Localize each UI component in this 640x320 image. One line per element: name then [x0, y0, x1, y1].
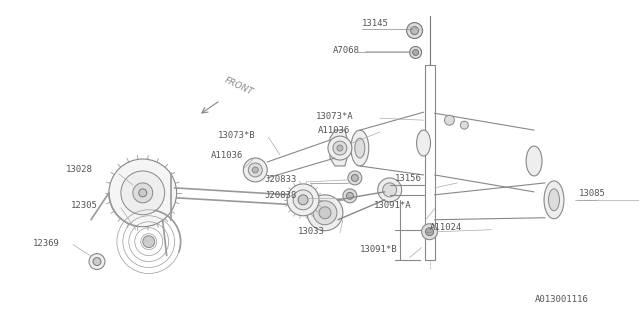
Text: A11036: A11036 [211, 150, 243, 160]
Circle shape [413, 50, 419, 55]
Circle shape [248, 163, 262, 177]
Circle shape [319, 207, 331, 219]
Polygon shape [424, 65, 435, 260]
Circle shape [410, 46, 422, 59]
Polygon shape [330, 130, 350, 166]
Ellipse shape [417, 130, 431, 156]
Text: A11024: A11024 [429, 223, 462, 232]
Circle shape [422, 224, 438, 240]
Circle shape [293, 190, 313, 210]
Text: 13033: 13033 [298, 227, 325, 236]
Circle shape [313, 201, 337, 225]
Circle shape [333, 141, 347, 155]
Circle shape [298, 195, 308, 205]
Text: J20838: J20838 [264, 191, 296, 200]
Circle shape [287, 184, 319, 216]
Circle shape [133, 183, 153, 203]
Text: 13091*B: 13091*B [360, 245, 397, 254]
Text: A7068: A7068 [333, 46, 360, 55]
Circle shape [121, 171, 164, 215]
Text: A11036: A11036 [318, 126, 350, 135]
Circle shape [444, 115, 454, 125]
Circle shape [143, 236, 155, 248]
Ellipse shape [544, 181, 564, 219]
Circle shape [411, 27, 419, 35]
Circle shape [93, 258, 101, 266]
Circle shape [426, 228, 433, 236]
Text: 12305: 12305 [71, 201, 98, 210]
Circle shape [109, 159, 177, 227]
Circle shape [328, 136, 352, 160]
Text: 13091*A: 13091*A [374, 201, 412, 210]
Circle shape [406, 23, 422, 38]
Circle shape [460, 121, 468, 129]
Ellipse shape [548, 189, 559, 211]
Ellipse shape [355, 138, 365, 158]
Ellipse shape [351, 130, 369, 166]
Text: 13085: 13085 [579, 189, 605, 198]
Circle shape [348, 171, 362, 185]
Text: 13145: 13145 [362, 19, 388, 28]
Text: 13073*A: 13073*A [316, 112, 354, 121]
Text: J20833: J20833 [264, 175, 296, 184]
Text: 13028: 13028 [66, 165, 93, 174]
Circle shape [243, 158, 268, 182]
Circle shape [378, 178, 402, 202]
Circle shape [337, 145, 343, 151]
Circle shape [252, 167, 259, 173]
Circle shape [346, 192, 353, 199]
Circle shape [307, 195, 343, 231]
Circle shape [139, 189, 147, 197]
Circle shape [89, 253, 105, 269]
Text: 13073*B: 13073*B [218, 131, 255, 140]
Circle shape [351, 174, 358, 181]
Ellipse shape [526, 146, 542, 176]
Text: 12369: 12369 [33, 239, 60, 248]
Text: 13156: 13156 [395, 174, 422, 183]
Text: FRONT: FRONT [223, 76, 254, 97]
Circle shape [343, 189, 357, 203]
Circle shape [383, 183, 397, 197]
Text: A013001116: A013001116 [535, 295, 589, 304]
